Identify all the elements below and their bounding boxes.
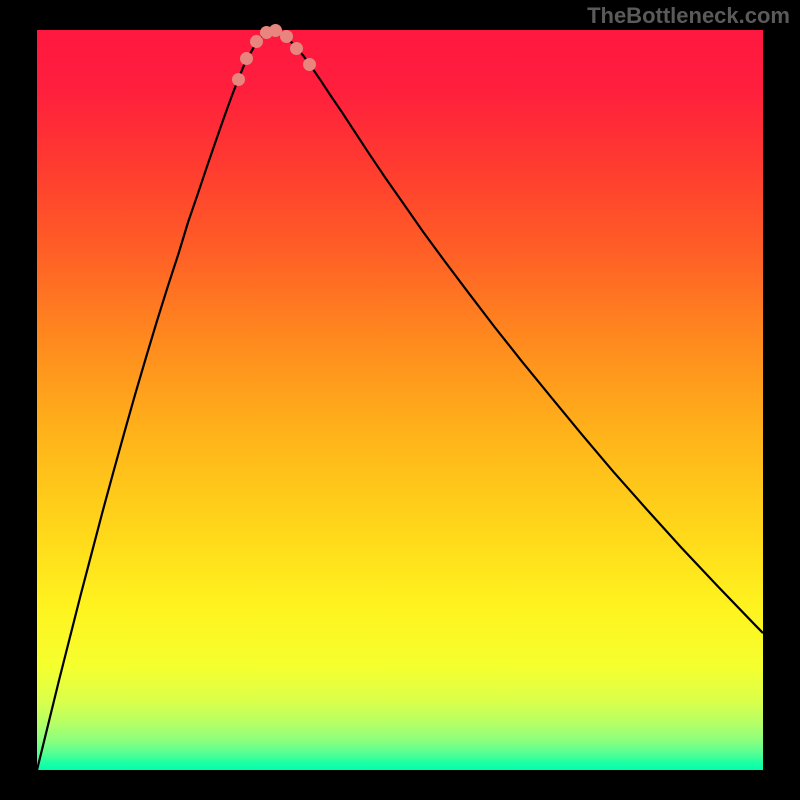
curve-marker	[240, 52, 253, 65]
curve-path	[37, 30, 763, 770]
plot-area	[37, 30, 763, 770]
watermark-text: TheBottleneck.com	[587, 3, 790, 29]
chart-stage: TheBottleneck.com	[0, 0, 800, 800]
curve-marker	[303, 58, 316, 71]
curve-marker	[232, 73, 245, 86]
curve-marker	[280, 30, 293, 43]
bottleneck-curve	[37, 30, 763, 770]
